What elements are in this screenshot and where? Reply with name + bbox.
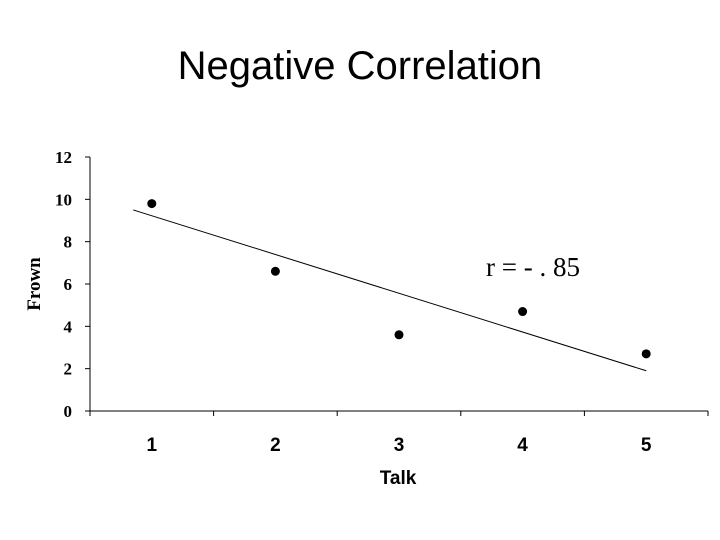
x-tick-label: 3 xyxy=(394,435,405,456)
y-tick-label: 2 xyxy=(64,360,73,379)
y-tick-label: 4 xyxy=(64,317,73,336)
x-tick-label: 2 xyxy=(270,435,281,456)
x-tick-label: 1 xyxy=(147,435,158,456)
chart-title: Negative Correlation xyxy=(177,44,543,88)
y-ticks: 0 2 4 6 8 10 12 xyxy=(55,148,90,421)
trend-line xyxy=(133,209,647,372)
axes xyxy=(89,157,708,412)
x-tick-label: 4 xyxy=(517,435,528,456)
x-tick-label: 5 xyxy=(641,435,652,456)
y-axis-label: Frown xyxy=(24,257,45,311)
y-tick-label: 8 xyxy=(64,233,73,252)
data-point xyxy=(641,349,651,359)
data-point xyxy=(147,199,157,209)
y-tick-label: 12 xyxy=(55,148,72,167)
y-tick-label: 10 xyxy=(55,190,72,209)
correlation-annotation: r = - . 85 xyxy=(486,252,580,282)
x-axis-label: Talk xyxy=(380,468,417,489)
data-point xyxy=(394,330,404,340)
data-point xyxy=(270,266,280,276)
data-point xyxy=(518,307,528,317)
data-points xyxy=(147,199,651,359)
y-tick-label: 6 xyxy=(64,275,73,294)
x-ticks: 1 2 3 4 5 xyxy=(89,411,709,456)
y-tick-label: 0 xyxy=(64,402,73,421)
